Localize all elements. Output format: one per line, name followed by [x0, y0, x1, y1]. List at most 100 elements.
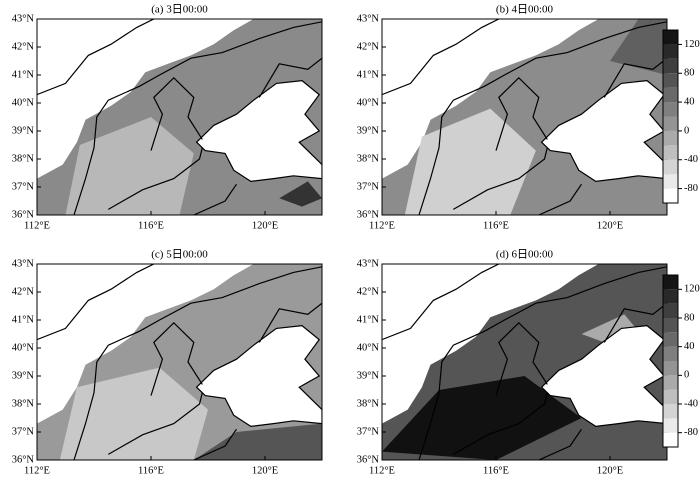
y-tick-label: 36°N: [12, 454, 35, 465]
x-tick-label: 120°E: [252, 220, 278, 231]
colorbar-band: [663, 361, 678, 376]
colorbar-band: [663, 73, 678, 88]
boundary: [495, 321, 548, 396]
map-body: [382, 264, 667, 460]
panel-title: (c) 5日00:00: [151, 249, 208, 261]
map-panel: (a) 3日00:00 112°E 116°E 120°E 36°N 37°N 38°N 39…: [12, 4, 323, 231]
map-frame: [36, 18, 323, 216]
y-tick-label: 37°N: [12, 181, 35, 192]
colorbar-tick-label: -80: [684, 183, 698, 194]
boundary: [538, 428, 582, 460]
map-body: [37, 264, 322, 460]
colorbar-tick-label: -80: [684, 427, 698, 438]
colorbar-band: [663, 87, 678, 103]
x-tick-label: 120°E: [597, 465, 623, 476]
x-tick-label: 116°E: [138, 220, 164, 231]
colorbar-band: [663, 130, 678, 146]
boundary: [418, 21, 667, 215]
field-contour: [610, 19, 667, 75]
y-tick-label: 40°N: [12, 97, 35, 108]
boundary: [382, 264, 500, 341]
x-tick-label: 116°E: [483, 220, 509, 231]
x-tick-label: 112°E: [369, 465, 395, 476]
x-tick-label: 120°E: [597, 220, 623, 231]
colorbar-tick-label: 120: [684, 284, 700, 295]
map-panel: (b) 4日00:00 112°E 116°E 120°E 36°N 37°N 38°N 39…: [357, 4, 668, 231]
x-tick-label: 112°E: [24, 465, 50, 476]
x-tick-label: 112°E: [369, 220, 395, 231]
y-tick-label: 37°N: [12, 426, 35, 437]
sea: [195, 324, 322, 428]
y-tick-label: 39°N: [357, 370, 380, 381]
map-body: [37, 19, 322, 215]
colorbar-band: [663, 159, 678, 175]
y-tick-label: 41°N: [12, 314, 35, 325]
y-tick-label: 40°N: [357, 97, 380, 108]
colorbar-band: [663, 44, 678, 59]
y-tick-label: 42°N: [12, 286, 35, 297]
colorbar-band: [663, 404, 678, 419]
y-tick-label: 38°N: [12, 153, 35, 164]
field-contour: [404, 108, 536, 215]
x-tick-label: 116°E: [138, 465, 164, 476]
panel-title: (d) 6日00:00: [496, 249, 554, 261]
colorbar-band: [663, 432, 678, 447]
sea: [195, 79, 322, 183]
y-tick-label: 37°N: [357, 426, 380, 437]
colorbar-band: [663, 188, 678, 203]
y-tick-label: 41°N: [357, 69, 380, 80]
colorbar-frame: [662, 29, 679, 204]
sea: [540, 324, 667, 428]
y-tick-label: 36°N: [357, 454, 380, 465]
colorbar-band: [663, 418, 678, 433]
map-panel: (d) 6日00:00 112°E 116°E 120°E 36°N 37°N 38°N 39…: [357, 249, 668, 476]
colorbar-band: [663, 389, 678, 404]
map-body: [382, 19, 667, 215]
colorbar-band: [663, 375, 678, 390]
boundary: [453, 392, 548, 455]
colorbar-band: [663, 30, 678, 45]
boundary: [382, 19, 500, 96]
y-tick-label: 39°N: [12, 370, 35, 381]
map-panel: (c) 5日00:00 112°E 116°E 120°E 36°N 37°N 38°N 39…: [12, 249, 323, 476]
boundary: [37, 19, 155, 96]
y-tick-label: 43°N: [12, 13, 35, 24]
x-tick-label: 116°E: [483, 465, 509, 476]
colorbar-tick-label: -40: [684, 398, 698, 409]
colorbar-band: [663, 174, 678, 189]
y-tick-label: 38°N: [12, 398, 35, 409]
colorbar-tick-label: -40: [684, 154, 698, 165]
y-tick-label: 40°N: [12, 342, 35, 353]
field-contour: [382, 376, 582, 460]
boundary: [603, 57, 667, 98]
boundary: [108, 147, 203, 210]
colorbar-tick-label: 80: [684, 312, 695, 323]
colorbar-band: [663, 332, 678, 347]
y-tick-label: 40°N: [357, 342, 380, 353]
y-tick-label: 36°N: [357, 209, 380, 220]
map-frame: [36, 263, 323, 461]
panel-title: (a) 3日00:00: [151, 4, 208, 16]
colorbar-band: [663, 58, 678, 74]
colorbar-band: [663, 275, 678, 290]
y-tick-label: 42°N: [357, 286, 380, 297]
field-contour: [279, 181, 322, 207]
field-contour: [65, 117, 194, 215]
y-tick-label: 43°N: [357, 258, 380, 269]
boundary: [37, 264, 155, 341]
colorbar-band: [663, 346, 678, 361]
y-tick-label: 41°N: [12, 69, 35, 80]
colorbar-tick-label: 120: [684, 39, 700, 50]
colorbar-band: [663, 102, 678, 117]
colorbar-tick-label: 80: [684, 68, 695, 79]
y-tick-label: 41°N: [357, 314, 380, 325]
y-tick-label: 38°N: [357, 398, 380, 409]
field-contour: [59, 367, 208, 460]
panel-title: (b) 4日00:00: [496, 4, 554, 16]
x-tick-label: 112°E: [24, 220, 50, 231]
boundary: [193, 183, 237, 215]
y-tick-label: 42°N: [12, 41, 35, 52]
y-tick-label: 43°N: [357, 13, 380, 24]
colorbar-band: [663, 116, 678, 131]
